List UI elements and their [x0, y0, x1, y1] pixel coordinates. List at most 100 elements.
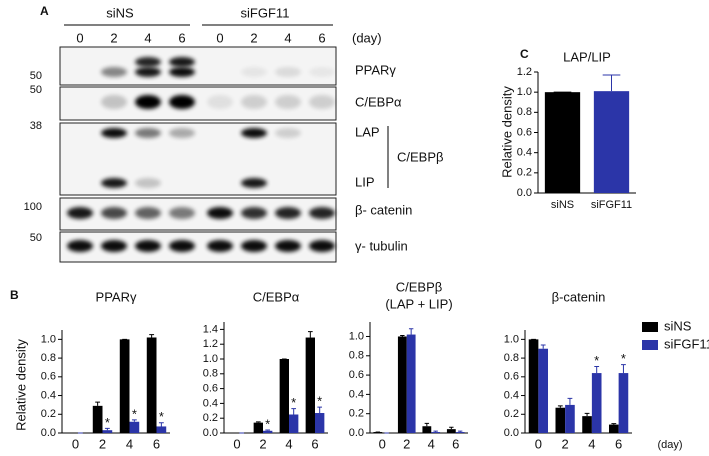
bar: [555, 407, 566, 433]
significance: *: [159, 409, 164, 424]
blot-band: [135, 240, 161, 252]
error-bar: [255, 421, 261, 423]
y-tick-label: 0.2: [504, 408, 519, 420]
x-tick-label: 6: [311, 436, 318, 451]
significance: *: [132, 406, 137, 421]
error-bar: [158, 422, 164, 427]
bar: [406, 334, 416, 433]
y-tick-label: 0.8: [349, 350, 364, 362]
blot-band: [309, 95, 335, 109]
x-tick-label: 2: [403, 436, 410, 451]
bar: [608, 424, 619, 433]
blot-band: [207, 207, 233, 219]
y-tick-label: 0.6: [349, 369, 364, 381]
y-tick-label: 0.8: [517, 106, 532, 118]
day-unit: (day): [352, 30, 382, 45]
error-bar: [557, 405, 563, 408]
bar: [397, 336, 407, 433]
blot-band: [275, 128, 301, 138]
day-label: 6: [318, 30, 325, 45]
error-bar: [317, 406, 323, 414]
y-tick-label: 0.0: [504, 427, 519, 439]
y-tick-label: 0.6: [504, 371, 519, 383]
x-tick-label: 6: [615, 436, 622, 451]
y-tick-label: 0.0: [517, 187, 532, 199]
bar: [92, 405, 103, 433]
y-tick-label: 0.0: [203, 427, 218, 439]
blot-strip: [59, 46, 337, 86]
error-bar: [131, 419, 137, 422]
bar: [544, 92, 581, 193]
blot-band: [101, 178, 127, 188]
bar: [156, 426, 167, 433]
error-bar: [400, 335, 405, 337]
blot-band: [275, 240, 301, 252]
panel-label: A: [40, 4, 49, 18]
y-tick-label: 0.4: [349, 388, 364, 400]
y-tick-label: 0.6: [517, 126, 532, 138]
bar: [582, 416, 592, 433]
day-label: 2: [110, 30, 117, 45]
blot-band: [67, 207, 93, 219]
error-bar: [594, 366, 600, 374]
blot-band: [169, 67, 195, 77]
day-label: 4: [144, 30, 151, 45]
y-tick-label: 0.4: [504, 389, 519, 401]
blot-band: [169, 95, 195, 109]
group-label: siNS: [106, 5, 134, 20]
error-bar: [567, 397, 573, 405]
y-tick-label: 0.0: [41, 427, 56, 439]
x-tick-label: 4: [588, 436, 595, 451]
bar: [455, 432, 465, 433]
bar: [565, 404, 575, 433]
x-tick-label: 0: [72, 436, 79, 451]
bar: [538, 348, 549, 433]
blot-band: [135, 207, 161, 219]
x-tick-label: 4: [285, 436, 292, 451]
panel-label: B: [10, 288, 19, 302]
error-bar: [265, 429, 271, 431]
mw-marker: 50: [30, 70, 42, 82]
error-bar: [149, 334, 155, 338]
protein-label: PPARγ: [355, 62, 396, 77]
x-tick-label: 2: [99, 436, 106, 451]
y-tick-label: 1.0: [41, 333, 56, 345]
bar: [279, 359, 289, 433]
y-tick-label: 1.2: [203, 338, 218, 350]
y-tick-label: 1.0: [203, 353, 218, 365]
y-tick-label: 0.6: [203, 383, 218, 395]
blot-band: [101, 95, 127, 109]
blot-panel: [59, 46, 337, 263]
mw-marker: 100: [24, 201, 42, 213]
blot-band: [169, 207, 195, 219]
y-tick-label: 0.8: [203, 368, 218, 380]
significance: *: [265, 416, 270, 431]
x-tick-label: 0: [379, 436, 386, 451]
protein-label: LAP: [355, 124, 380, 139]
significance: *: [105, 415, 110, 430]
bar: [315, 413, 325, 433]
blot-band: [135, 95, 161, 109]
y-tick-label: 0.0: [349, 427, 364, 439]
bar: [618, 373, 629, 433]
x-tick-label: 4: [428, 436, 435, 451]
chart-title: C/EBPα: [253, 289, 300, 304]
mw-marker: 38: [30, 120, 42, 132]
protein-label: γ- tubulin: [355, 238, 408, 253]
blot-band: [169, 128, 195, 138]
error-bar: [584, 412, 590, 417]
blot-band: [169, 57, 195, 67]
x-tick-label: 0: [233, 436, 240, 451]
x-tick-label: siFGF11: [591, 199, 632, 211]
error-bar: [408, 328, 414, 335]
blot-band: [67, 240, 93, 252]
y-tick-label: 1.2: [517, 66, 532, 78]
error-bar: [611, 423, 617, 425]
chart-title: LAP/LIP: [563, 49, 611, 64]
y-tick-label: 1.0: [349, 330, 364, 342]
bar: [593, 91, 630, 193]
bar: [146, 337, 157, 433]
protein-label: β- catenin: [355, 202, 412, 217]
